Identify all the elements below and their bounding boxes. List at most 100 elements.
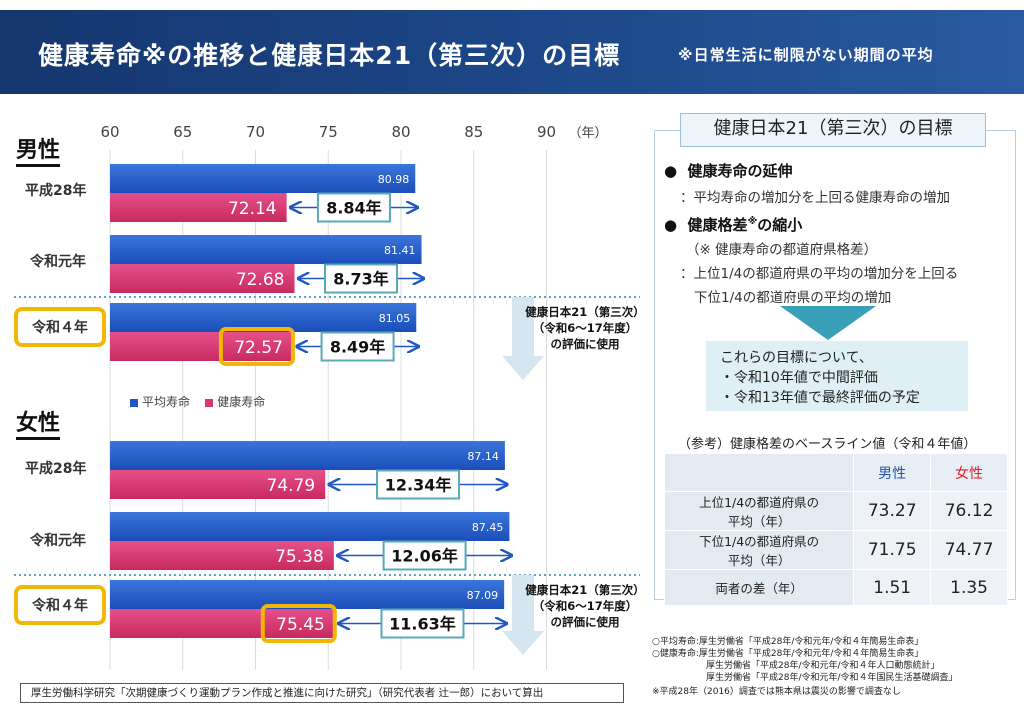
table-row-label: 上位1/4の都道府県の 平均（年） [663,491,855,531]
goal-item-1-desc: ：平均寿命の増加分を上回る健康寿命の増加 [680,190,950,206]
bar-life [110,441,505,470]
healthy-highlight [218,327,295,366]
row-label-female-h28: 平成28年 [25,461,87,477]
table-cell-male: 73.27 [853,491,932,531]
goal-item-1-title: 健康寿命の延伸 [687,162,793,180]
tick-label: 65 [173,123,192,141]
eval-note-female-line3: の評価に使用 [550,615,620,629]
table-row-label: 下位1/4の都道府県の 平均（年） [663,530,855,570]
row-label-female-r4: 令和４年 [14,585,106,625]
eval-note-female: 健康日本21（第三次） （令和6～17年度） の評価に使用 [515,582,655,630]
row-label-female-r1: 令和元年 [30,533,86,549]
source-line-3: 厚生労働省「平成28年/令和元年/令和４年人口動態統計」 [706,661,940,671]
goal-item-2-tail: の縮小 [757,216,803,234]
down-arrow-icon [502,631,544,655]
label-healthy: 72.68 [236,270,285,290]
tick-label: 60 [100,123,119,141]
source-line-4: 厚生労働省「平成28年/令和元年/令和４年国民生活基礎調査」 [706,673,958,683]
label-life: 80.98 [378,173,410,186]
eval-note-male: 健康日本21（第三次） （令和6～17年度） の評価に使用 [515,304,655,352]
label-healthy: 74.79 [267,476,316,496]
eval-note-male-line1: 健康日本21（第三次） [525,305,645,319]
down-arrow-icon [502,356,544,380]
eval-arrow-shaft [512,297,534,356]
bar-life [110,164,416,193]
life-expectancy-chart: 60 65 70 75 80 85 90 （年） 80.98 72.14 8.84年 81.41 72… [14,123,640,670]
gap-label: 8.73年 [333,270,388,289]
table-cell-male: 71.75 [853,530,932,570]
label-life: 81.41 [384,244,416,257]
tick-label: 90 [537,123,556,141]
table-header-empty [663,453,855,492]
reference-title: （参考）健康格差のベースライン値（令和４年値） [678,437,977,452]
gap-box [376,469,461,500]
label-life: 81.05 [379,312,411,325]
source-line-2: ○健康寿命:厚生労働省「平成28年/令和元年/令和４年簡易生命表」 [652,649,924,659]
table-row-label-line2: 平均（年） [727,553,791,568]
goals-panel-title: 健康日本21（第三次）の目標 [680,113,986,147]
bar-healthy [110,541,334,570]
baseline-table: 男性 女性 上位1/4の都道府県の 平均（年） 73.27 76.12 下位1/4… [663,453,1008,606]
table-cell-female: 74.77 [930,530,1008,570]
label-life: 87.14 [467,450,499,463]
goal-item-2: ● 健康格差※の縮小 [664,216,803,234]
evaluation-plan-box: これらの目標について、 ・令和10年値で中間評価 ・令和13年値で最終評価の予定 [706,341,968,411]
gap-label: 12.06年 [391,547,458,566]
source-line-1: ○平均寿命:厚生労働省「平成28年/令和元年/令和４年簡易生命表」 [652,637,924,647]
bar-life [110,512,510,541]
table-cell-female: 76.12 [930,491,1008,531]
row-label-male-h28: 平成28年 [25,183,87,199]
label-healthy: 72.14 [228,199,277,219]
goal-line-3: ・令和13年値で最終評価の予定 [720,390,920,406]
bar-healthy [110,332,293,361]
eval-note-male-line2: （令和6～17年度） [532,321,638,335]
tick-label: 80 [391,123,410,141]
page-subtitle: ※日常生活に制限がない期間の平均 [678,46,934,64]
bar-healthy [110,609,335,638]
goal-line-1: これらの目標について、 [720,350,873,366]
eval-note-male-line3: の評価に使用 [550,337,620,351]
gap-box [320,331,395,362]
table-row-label-line1: 上位1/4の都道府県の [699,495,820,510]
gap-box [316,192,391,223]
table-cell-female: 1.35 [930,569,1008,606]
table-head-female: 女性 [930,453,1008,492]
gap-box [324,263,399,294]
header-banner: 健康寿命※の推移と健康日本21（第三次）の目標 ※日常生活に制限がない期間の平均 [0,10,1024,94]
tick-label: 70 [246,123,265,141]
goal-item-2-sup: ※ [747,216,758,227]
goal-item-1: ● 健康寿命の延伸 [664,162,793,180]
page-title: 健康寿命※の推移と健康日本21（第三次）の目標 [38,41,621,70]
table-row: 下位1/4の都道府県の 平均（年） 71.75 74.77 [663,530,1008,570]
table-row-label: 両者の差（年） [663,569,855,606]
table-header-row: 男性 女性 [663,453,1008,492]
chart-legend: 平均寿命 健康寿命 [130,393,265,410]
bar-healthy [110,193,287,222]
goal-line-2: ・令和10年値で中間評価 [720,370,878,386]
label-healthy: 75.45 [276,615,325,635]
table-row: 両者の差（年） 1.51 1.35 [663,569,1008,606]
tick-label: 85 [464,123,483,141]
legend-swatch-life [130,398,138,407]
gap-box [382,540,467,571]
bar-life [110,235,422,264]
gap-label: 11.63年 [389,615,456,634]
healthy-highlight [260,604,337,643]
table-cell-male: 1.51 [853,569,932,606]
table-head-male: 男性 [853,453,932,492]
section-male-title: 男性 [16,138,61,167]
bar-healthy [110,470,326,499]
eval-note-female-line2: （令和6～17年度） [532,599,638,613]
label-healthy: 75.38 [275,547,324,567]
row-label-male-r4: 令和４年 [14,307,106,347]
legend-healthy: 健康寿命 [217,395,266,409]
table-row: 上位1/4の都道府県の 平均（年） 73.27 76.12 [663,491,1008,531]
goal-item-2-note: （※ 健康寿命の都道府県格差） [686,242,878,258]
tick-label: 75 [319,123,338,141]
goal-item-2-title: 健康格差 [687,216,748,234]
label-life: 87.45 [472,521,504,534]
source-line-5: ※平成28年（2016）調査では熊本県は震災の影響で調査なし [652,687,901,697]
goal-item-2-desc1: ：上位1/4の都道府県の平均の増加分を上回る [680,266,959,282]
legend-life: 平均寿命 [142,395,191,409]
gap-label: 12.34年 [385,476,452,495]
